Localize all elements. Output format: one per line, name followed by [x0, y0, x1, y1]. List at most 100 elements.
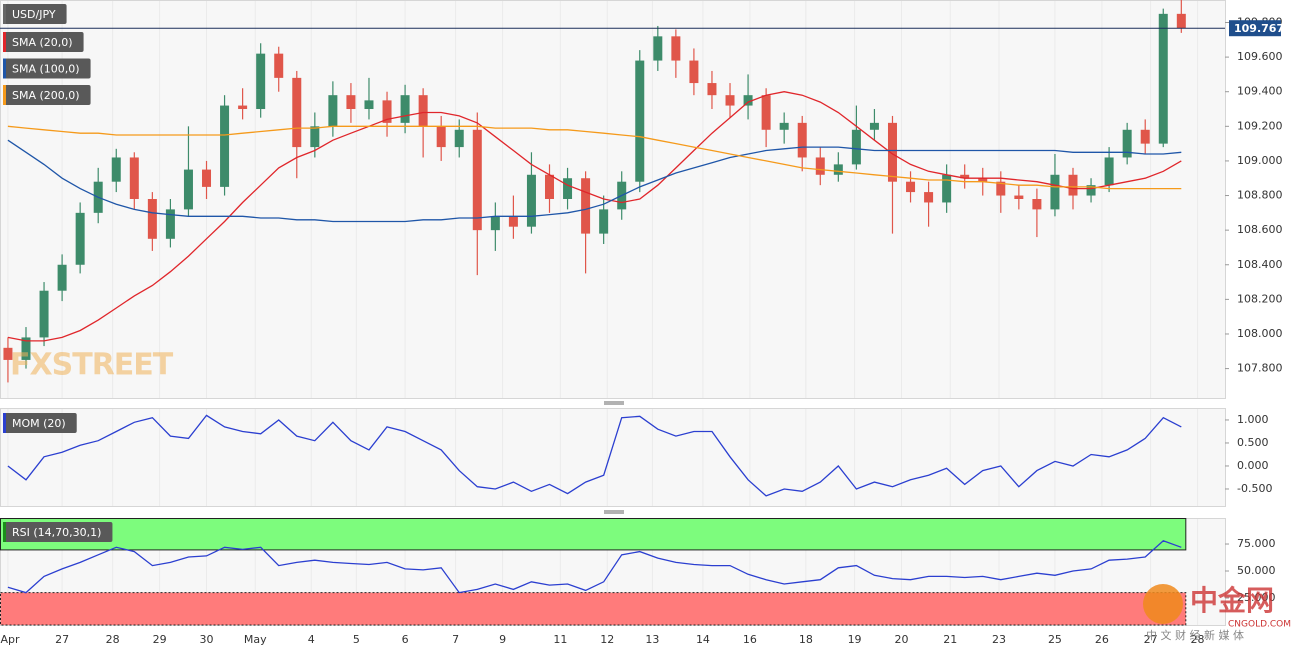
candle-body: [75, 212, 85, 265]
candle-body: [400, 95, 410, 123]
legend-item: USD/JPY: [3, 4, 67, 24]
candle-body: [21, 337, 31, 360]
candle-body: [382, 100, 392, 123]
legend-swatch: [3, 413, 6, 433]
legend-item: MOM (20): [3, 413, 77, 433]
y-tick-label: 109.000: [1237, 154, 1283, 167]
momentum-line: [7, 414, 1182, 497]
candle-body: [960, 174, 970, 179]
x-tick-label: 20: [895, 633, 909, 646]
candle-body: [1140, 129, 1150, 144]
legend-item: SMA (200,0): [3, 85, 91, 105]
candle-body: [707, 83, 717, 96]
legend-box: [3, 413, 77, 433]
last-price-label: 109.767: [1234, 22, 1284, 35]
watermark-fxstreet: FXSTREET: [10, 348, 174, 383]
candle-body: [869, 122, 879, 130]
x-tick-label: 9: [499, 633, 506, 646]
candle-body: [328, 95, 338, 127]
candle-body: [436, 126, 446, 148]
candle-body: [238, 105, 248, 110]
candle-body: [39, 290, 49, 338]
candle-body: [797, 122, 807, 158]
x-tick-label: May: [244, 633, 267, 646]
candle-body: [418, 95, 428, 127]
candle-body: [815, 157, 825, 175]
last-price-box: [1229, 20, 1281, 37]
x-tick-label: 25: [1048, 633, 1062, 646]
candle-body: [833, 164, 843, 175]
legend-label: MOM (20): [12, 417, 66, 430]
candle-body: [111, 157, 121, 182]
candle-body: [653, 36, 663, 61]
y-tick-label: 109.400: [1237, 85, 1283, 98]
y-tick-label: 0.500: [1237, 436, 1269, 449]
y-tick-label: 108.600: [1237, 223, 1283, 236]
y-tick-label: 25.000: [1237, 591, 1276, 604]
candle-body: [544, 174, 554, 199]
candle-body: [1032, 199, 1042, 210]
candle-body: [1122, 129, 1132, 158]
candle-body: [725, 95, 735, 106]
legend-item: SMA (100,0): [3, 58, 91, 79]
candle-body: [1014, 195, 1024, 199]
y-tick-label: 109.200: [1237, 119, 1283, 132]
candle-body: [1176, 13, 1186, 29]
candle-body: [472, 129, 482, 231]
candle-body: [202, 169, 212, 187]
overbought-zone: [0, 518, 1187, 551]
y-tick-label: 1.000: [1237, 413, 1269, 426]
candle-body: [1086, 185, 1096, 196]
x-tick-label: 27: [1144, 633, 1158, 646]
y-tick-label: -0.500: [1237, 482, 1272, 495]
y-tick-label: 75.000: [1237, 537, 1276, 550]
x-tick-label: 5: [353, 633, 360, 646]
candle-body: [526, 174, 536, 227]
x-tick-label: 30: [200, 633, 214, 646]
y-tick-label: 108.000: [1237, 327, 1283, 340]
candle-body: [743, 95, 753, 106]
candle-body: [274, 53, 284, 78]
legend-swatch: [3, 522, 6, 542]
legend-swatch: [3, 58, 6, 79]
panel-background: [0, 408, 1226, 507]
candle-body: [1104, 157, 1114, 186]
y-tick-label: 109.600: [1237, 50, 1283, 63]
candle-body: [978, 178, 988, 182]
x-tick-label: 21: [943, 633, 957, 646]
watermark-logo: [1143, 584, 1183, 624]
x-tick-label: 28: [106, 633, 120, 646]
candle-body: [346, 95, 356, 110]
candle-body: [57, 264, 67, 291]
y-tick-label: 50.000: [1237, 564, 1276, 577]
legend-item: SMA (20,0): [3, 32, 84, 52]
legend-swatch: [3, 32, 6, 52]
legend-box: [3, 522, 113, 542]
legend-box: [3, 32, 84, 52]
x-tick-label: 14: [696, 633, 710, 646]
candle-body: [490, 216, 500, 231]
x-tick-label: 26: [1095, 633, 1109, 646]
candle-body: [563, 178, 573, 199]
candle-body: [165, 209, 175, 239]
legend-label: SMA (20,0): [12, 36, 73, 49]
candle-body: [256, 53, 266, 110]
legend-swatch: [3, 4, 6, 24]
legend-label: SMA (100,0): [12, 63, 80, 76]
legend-item: RSI (14,70,30,1): [3, 522, 113, 542]
y-tick-label: 108.200: [1237, 292, 1283, 305]
sma-line: [7, 91, 1182, 342]
y-tick-label: 108.400: [1237, 258, 1283, 271]
legend-box: [3, 4, 67, 24]
x-tick-label: 28: [1191, 633, 1205, 646]
candle-body: [1068, 174, 1078, 196]
x-tick-label: 29: [153, 633, 167, 646]
candle-body: [183, 169, 193, 210]
y-tick-label: 108.800: [1237, 189, 1283, 202]
candle-body: [761, 95, 771, 130]
rsi-line: [7, 540, 1182, 594]
candle-body: [1158, 13, 1168, 144]
x-tick-label: Apr: [0, 633, 20, 646]
x-tick-label: 13: [645, 633, 659, 646]
candle-body: [635, 60, 645, 182]
